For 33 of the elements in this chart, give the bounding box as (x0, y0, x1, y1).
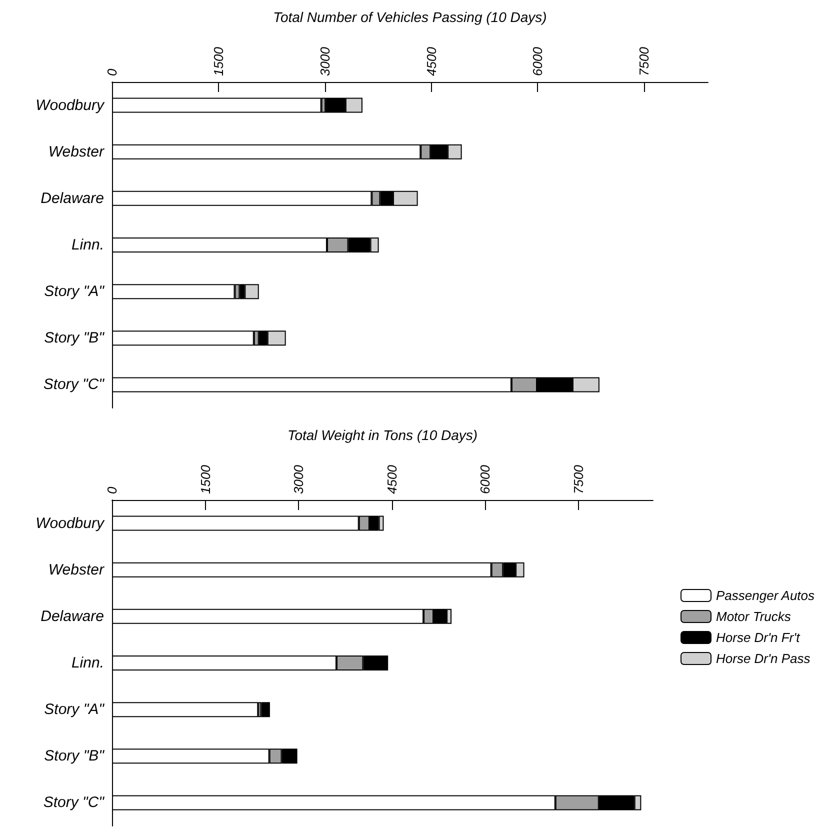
legend-label: Motor Trucks (716, 609, 792, 624)
y-tick-label: Woodbury (36, 96, 106, 114)
legend-label: Passenger Autos (716, 588, 816, 603)
y-tick-label: Story "A" (44, 283, 105, 300)
y-tick-label: Story "C" (43, 376, 105, 394)
x-tick-label: 3000 (317, 46, 332, 76)
x-axis-title: Total Weight in Tons (10 Days) (287, 427, 478, 443)
y-tick-label: Delaware (40, 190, 104, 207)
x-tick-label: 6000 (478, 464, 493, 494)
x-tick-label: 6000 (530, 46, 546, 76)
x-axis-title: Total Number of Vehicles Passing (10 Days) (273, 9, 547, 25)
x-tick-label: 1500 (198, 464, 213, 494)
y-tick-label: Story "C" (43, 794, 105, 812)
x-tick-label: 1500 (210, 46, 226, 76)
x-tick-label: 3000 (291, 464, 306, 494)
y-tick-label: Webster (48, 561, 106, 578)
x-tick-label: 7500 (570, 464, 586, 494)
y-tick-label: Linn. (71, 236, 104, 254)
x-tick-label: 4500 (384, 464, 400, 494)
y-tick-label: Woodbury (36, 514, 106, 532)
y-tick-label: Story "B" (44, 330, 105, 347)
y-tick-label: Delaware (40, 608, 104, 625)
x-tick-label: 4500 (424, 46, 439, 76)
y-tick-label: Linn. (71, 654, 104, 672)
y-tick-label: Story "A" (44, 701, 105, 718)
x-tick-label: 0 (104, 68, 120, 76)
x-tick-label: 0 (104, 486, 120, 494)
bar (261, 702, 270, 718)
x-tick-label: 7500 (636, 46, 652, 76)
y-tick-label: Story "B" (44, 748, 105, 765)
legend-label: Horse Dr'n Pass (716, 651, 811, 666)
y-tick-label: Webster (48, 143, 106, 160)
legend-label: Horse Dr'n Fr't (716, 630, 802, 645)
